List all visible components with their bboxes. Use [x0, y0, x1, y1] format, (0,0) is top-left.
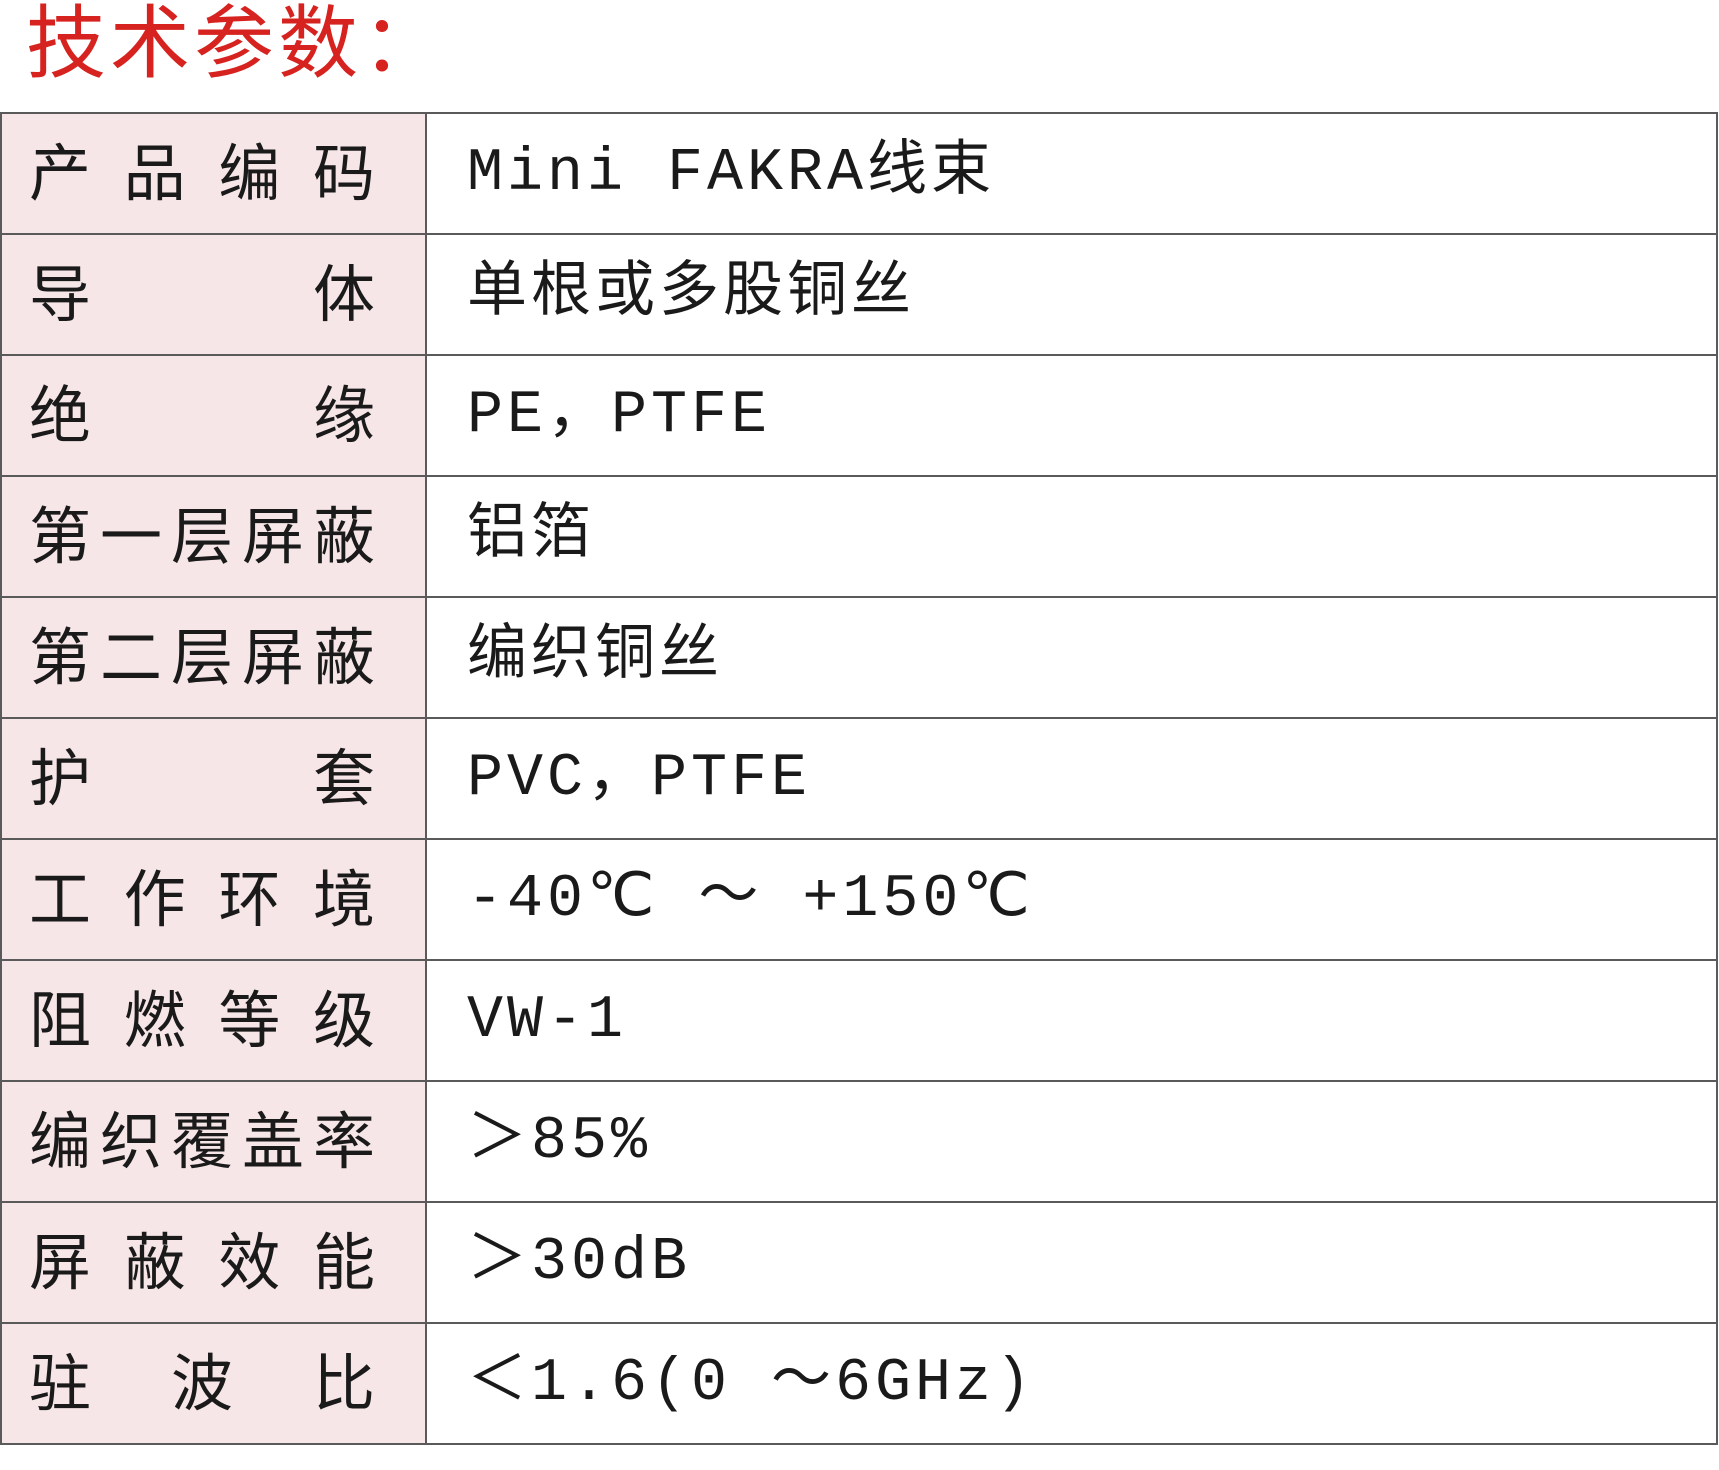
table-row: 导体 单根或多股铜丝 — [0, 233, 1718, 356]
table-row: 驻波比 ＜1.6(0 ～6GHz) — [0, 1322, 1718, 1445]
spec-label: 阻燃等级 — [29, 983, 375, 1057]
spec-value-cell: 铝箔 — [425, 475, 1718, 598]
spec-label-cell: 编织覆盖率 — [0, 1080, 427, 1203]
spec-label: 屏蔽效能 — [29, 1225, 375, 1299]
spec-value-cell: 单根或多股铜丝 — [425, 233, 1718, 356]
spec-value: ＞30dB — [467, 1228, 692, 1297]
spec-value-cell: VW-1 — [425, 959, 1718, 1082]
table-row: 绝缘 PE，PTFE — [0, 354, 1718, 477]
spec-value: Mini FAKRA线束 — [467, 139, 996, 208]
spec-label: 第二层屏蔽 — [29, 620, 375, 694]
spec-label: 第一层屏蔽 — [29, 499, 375, 573]
spec-value: ＜1.6(0 ～6GHz) — [467, 1349, 1036, 1418]
spec-label-cell: 产品编码 — [0, 112, 427, 235]
spec-label: 工作环境 — [29, 862, 375, 936]
table-row: 屏蔽效能 ＞30dB — [0, 1201, 1718, 1324]
page-title: 技术参数： — [26, 0, 446, 90]
spec-label-cell: 工作环境 — [0, 838, 427, 961]
spec-value: PE，PTFE — [467, 381, 772, 450]
spec-label: 护套 — [29, 741, 375, 815]
spec-label-cell: 驻波比 — [0, 1322, 427, 1445]
spec-label: 编织覆盖率 — [29, 1104, 375, 1178]
table-row: 产品编码 Mini FAKRA线束 — [0, 112, 1718, 235]
table-row: 编织覆盖率 ＞85% — [0, 1080, 1718, 1203]
spec-value-cell: ＞30dB — [425, 1201, 1718, 1324]
table-row: 工作环境 -40℃ ～ +150℃ — [0, 838, 1718, 961]
spec-label-cell: 屏蔽效能 — [0, 1201, 427, 1324]
spec-label-cell: 第一层屏蔽 — [0, 475, 427, 598]
spec-value: 铝箔 — [467, 502, 595, 571]
spec-value: PVC，PTFE — [467, 744, 812, 813]
spec-label: 绝缘 — [29, 378, 375, 452]
table-row: 阻燃等级 VW-1 — [0, 959, 1718, 1082]
table-row: 第一层屏蔽 铝箔 — [0, 475, 1718, 598]
spec-value-cell: -40℃ ～ +150℃ — [425, 838, 1718, 961]
spec-table: 产品编码 Mini FAKRA线束导体 单根或多股铜丝绝缘 PE，PTFE 第一层屏蔽 铝… — [0, 112, 1718, 1445]
spec-value: VW-1 — [467, 986, 628, 1055]
spec-label-cell: 护套 — [0, 717, 427, 840]
spec-value-cell: PVC，PTFE — [425, 717, 1718, 840]
table-row: 护套 PVC，PTFE — [0, 717, 1718, 840]
spec-label-cell: 第二层屏蔽 — [0, 596, 427, 719]
spec-value: ＞85% — [467, 1107, 652, 1176]
spec-label: 产品编码 — [29, 136, 375, 210]
spec-label: 驻波比 — [29, 1346, 375, 1420]
spec-label: 导体 — [29, 257, 375, 331]
spec-value-cell: PE，PTFE — [425, 354, 1718, 477]
spec-label-cell: 导体 — [0, 233, 427, 356]
spec-value-cell: 编织铜丝 — [425, 596, 1718, 719]
spec-value-cell: ＞85% — [425, 1080, 1718, 1203]
spec-value: 编织铜丝 — [467, 623, 723, 692]
spec-label-cell: 阻燃等级 — [0, 959, 427, 1082]
table-row: 第二层屏蔽 编织铜丝 — [0, 596, 1718, 719]
spec-value: 单根或多股铜丝 — [467, 260, 915, 329]
spec-value: -40℃ ～ +150℃ — [467, 865, 1034, 934]
spec-label-cell: 绝缘 — [0, 354, 427, 477]
spec-value-cell: Mini FAKRA线束 — [425, 112, 1718, 235]
spec-value-cell: ＜1.6(0 ～6GHz) — [425, 1322, 1718, 1445]
